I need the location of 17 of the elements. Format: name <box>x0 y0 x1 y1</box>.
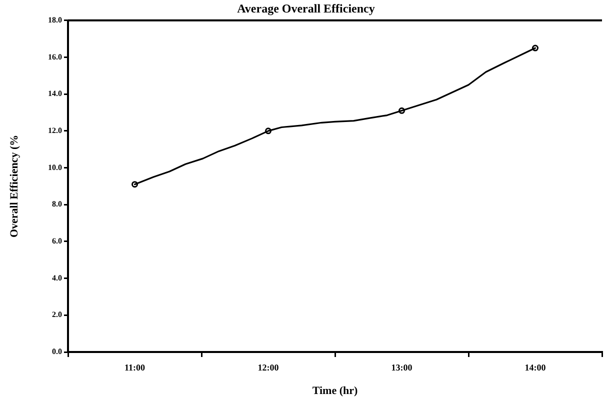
y-tick-label: 8.0 <box>52 200 62 209</box>
x-tick-label: 14:00 <box>524 362 546 373</box>
y-tick-label: 2.0 <box>52 310 62 320</box>
y-axis-title: Overall Efficiency (% <box>8 134 20 238</box>
x-tick-label: 11:00 <box>124 362 146 373</box>
y-tick-label: 14.0 <box>48 89 62 98</box>
y-tick-label: 4.0 <box>52 273 62 282</box>
y-tick-label: 12.0 <box>48 126 62 135</box>
y-tick-label: 10.0 <box>48 162 62 172</box>
y-tick-label: 18.0 <box>48 15 62 24</box>
x-tick-label: 12:00 <box>258 362 280 373</box>
chart-title: Average Overall Efficiency <box>237 1 375 16</box>
x-axis-title: Time (hr) <box>312 385 358 398</box>
y-tick-label: 0.0 <box>52 347 62 356</box>
y-tick-label: 16.0 <box>48 52 62 62</box>
y-tick-label: 6.0 <box>52 236 62 246</box>
x-tick-label: 13:00 <box>391 362 413 373</box>
